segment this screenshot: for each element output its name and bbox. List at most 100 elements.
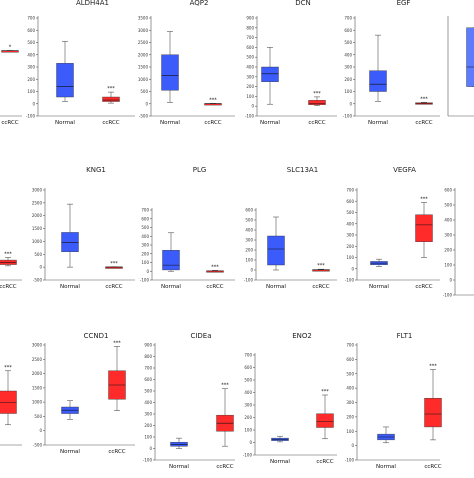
y-tick-label: -500 xyxy=(139,114,149,119)
y-tick-label: 300 xyxy=(346,233,354,238)
y-tick-label: 500 xyxy=(34,414,42,419)
chart-title: DCN xyxy=(295,0,311,7)
y-tick-label: 600 xyxy=(444,188,452,193)
category-label: ccRCC xyxy=(424,464,441,470)
box-normal xyxy=(268,236,285,265)
y-tick-label: 400 xyxy=(444,218,452,223)
y-tick-label: 400 xyxy=(141,234,149,239)
y-tick-label: 400 xyxy=(245,228,253,233)
y-tick-label: 600 xyxy=(344,28,352,33)
y-tick-label: 600 xyxy=(245,208,253,213)
chart-title: ENO2 xyxy=(292,332,312,340)
y-tick-label: 200 xyxy=(346,414,354,419)
significance-mark: *** xyxy=(211,264,219,270)
significance-mark: *** xyxy=(209,97,217,103)
y-tick-label: 400 xyxy=(346,386,354,391)
y-tick-label: 900 xyxy=(144,343,152,348)
y-tick-label: 0 xyxy=(149,446,152,451)
y-tick-label: 800 xyxy=(144,354,152,359)
chart-title: FLT1 xyxy=(397,332,413,340)
chart-title: EGF xyxy=(397,0,411,7)
chart-panel: *** xyxy=(0,353,22,445)
y-tick-label: 100 xyxy=(141,260,149,265)
significance-mark: *** xyxy=(420,96,428,102)
category-label: Normal xyxy=(160,120,180,126)
y-tick-label: 400 xyxy=(144,400,152,405)
y-tick-label: 1000 xyxy=(32,400,43,405)
y-tick-label: 100 xyxy=(346,255,354,260)
y-tick-label: 900 xyxy=(246,16,254,21)
y-tick-label: 500 xyxy=(346,210,354,215)
y-tick-label: -100 xyxy=(140,278,150,283)
category-label: ccRCC xyxy=(415,120,432,126)
y-tick-label: 1000 xyxy=(32,239,43,244)
category-label: Normal xyxy=(60,284,80,290)
chart-panel xyxy=(448,16,474,116)
y-tick-label: 0 xyxy=(351,443,354,448)
category-label: Normal xyxy=(270,459,290,465)
y-tick-label: 0 xyxy=(145,101,148,106)
y-tick-label: -100 xyxy=(143,458,153,463)
box-normal xyxy=(62,232,79,251)
y-tick-label: 200 xyxy=(27,77,35,82)
box-normal xyxy=(262,67,279,82)
y-tick-label: 0 xyxy=(349,101,352,106)
category-label: Normal xyxy=(266,284,286,290)
significance-mark: *** xyxy=(429,363,437,369)
significance-mark: *** xyxy=(107,86,115,92)
y-tick-label: 1500 xyxy=(138,65,149,70)
chart-title: VEGFA xyxy=(393,166,416,174)
chart-title: KNG1 xyxy=(86,166,106,174)
y-tick-label: -500 xyxy=(33,443,43,448)
y-tick-label: 2500 xyxy=(32,357,43,362)
y-tick-label: 700 xyxy=(141,208,149,213)
y-tick-label: 700 xyxy=(144,366,152,371)
category-label: Normal xyxy=(169,464,189,470)
y-tick-label: 100 xyxy=(244,428,252,433)
y-tick-label: 600 xyxy=(346,357,354,362)
y-tick-label: -100 xyxy=(26,114,36,119)
significance-mark: *** xyxy=(4,252,12,258)
y-tick-label: 600 xyxy=(246,45,254,50)
y-tick-label: 0 xyxy=(249,440,252,445)
y-tick-label: 600 xyxy=(141,216,149,221)
y-tick-label: 200 xyxy=(444,248,452,253)
y-tick-label: 200 xyxy=(346,244,354,249)
y-tick-label: 200 xyxy=(344,77,352,82)
category-label: Normal xyxy=(376,464,396,470)
y-tick-label: -100 xyxy=(345,278,355,283)
category-label: Normal xyxy=(260,120,280,126)
y-tick-label: 1500 xyxy=(32,385,43,390)
category-label: ccRCC xyxy=(102,120,119,126)
y-tick-label: 500 xyxy=(245,218,253,223)
y-tick-label: 500 xyxy=(140,89,148,94)
y-tick-label: 300 xyxy=(27,65,35,70)
y-tick-label: 500 xyxy=(344,40,352,45)
y-tick-label: 3000 xyxy=(32,343,43,348)
category-label: Normal xyxy=(161,284,181,290)
y-tick-label: 500 xyxy=(141,225,149,230)
category-label: ccRCC xyxy=(216,464,233,470)
y-tick-label: 2500 xyxy=(138,40,149,45)
y-tick-label: -100 xyxy=(345,458,355,463)
y-tick-label: 300 xyxy=(444,233,452,238)
y-tick-label: 400 xyxy=(244,390,252,395)
y-tick-label: 700 xyxy=(27,16,35,21)
y-tick-label: 200 xyxy=(141,251,149,256)
y-tick-label: 500 xyxy=(244,378,252,383)
y-tick-label: 700 xyxy=(344,16,352,21)
significance-mark: * xyxy=(9,45,12,51)
chart-title: PLG xyxy=(193,166,207,174)
significance-mark: *** xyxy=(4,365,12,371)
chart-title: SLC13A1 xyxy=(287,166,318,174)
y-tick-label: 0 xyxy=(39,265,42,270)
y-tick-label: -100 xyxy=(443,293,453,298)
category-label: ccRCC xyxy=(308,120,325,126)
y-tick-label: 1500 xyxy=(32,226,43,231)
y-tick-label: 600 xyxy=(346,199,354,204)
y-tick-label: -100 xyxy=(245,114,255,119)
